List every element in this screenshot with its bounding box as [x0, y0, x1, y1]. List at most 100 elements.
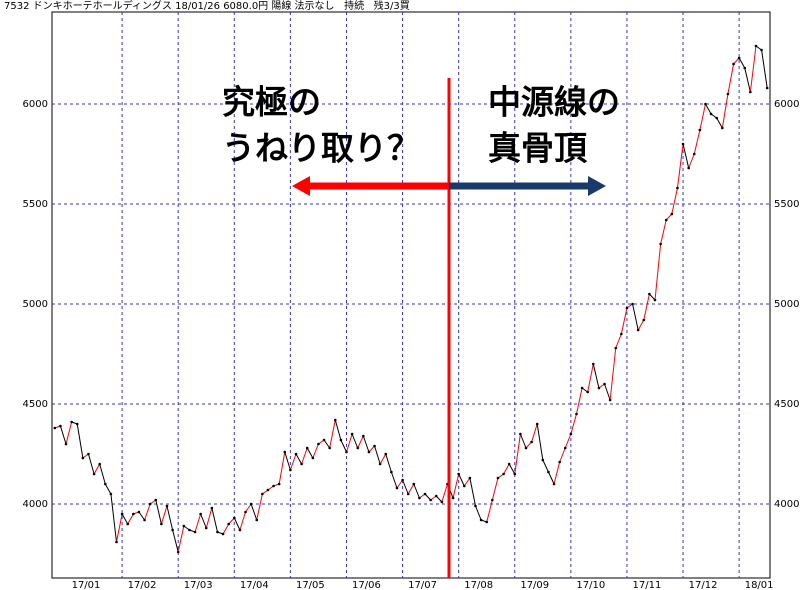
- price-point: [317, 442, 320, 446]
- price-segment: [334, 419, 342, 441]
- price-point: [103, 482, 107, 486]
- price-segment: [458, 473, 465, 487]
- price-point: [339, 438, 343, 442]
- price-segment: [721, 93, 729, 129]
- price-point: [126, 522, 130, 526]
- price-segment: [469, 477, 476, 507]
- price-point: [704, 102, 707, 106]
- price-point: [311, 456, 315, 460]
- price-point: [64, 442, 68, 446]
- price-point: [664, 218, 668, 222]
- price-point: [524, 446, 528, 450]
- price-point: [350, 432, 354, 436]
- price-point: [59, 424, 62, 428]
- price-point: [502, 472, 505, 476]
- x-tick-label: 17/10: [576, 580, 605, 590]
- x-tick-label: 17/05: [296, 580, 325, 590]
- price-point: [210, 506, 214, 510]
- price-segment: [632, 303, 639, 331]
- price-point: [597, 386, 601, 390]
- price-point: [765, 86, 769, 90]
- price-segment: [654, 243, 662, 301]
- price-segment: [284, 451, 291, 471]
- price-segment: [211, 507, 218, 533]
- price-point: [367, 450, 371, 454]
- price-point: [277, 482, 281, 486]
- price-point: [390, 470, 393, 474]
- price-segment: [289, 453, 297, 471]
- price-segment: [553, 461, 561, 485]
- price-point: [294, 452, 298, 456]
- price-segment: [519, 433, 527, 449]
- price-point: [92, 472, 96, 476]
- price-point: [653, 298, 657, 302]
- price-segment: [329, 419, 336, 449]
- price-segment: [245, 503, 252, 513]
- price-segment: [491, 477, 499, 501]
- price-segment: [357, 435, 364, 449]
- price-point: [406, 492, 410, 496]
- price-segment: [542, 459, 549, 473]
- price-point: [743, 66, 747, 70]
- price-segment: [340, 439, 347, 453]
- price-segment: [486, 499, 493, 523]
- price-point: [423, 492, 427, 496]
- price-point: [182, 524, 186, 528]
- price-point: [519, 432, 522, 436]
- price-point: [580, 386, 584, 390]
- price-point: [266, 488, 270, 492]
- price-point: [328, 446, 331, 450]
- price-segment: [407, 483, 415, 495]
- price-point: [513, 472, 517, 476]
- price-point: [451, 496, 455, 500]
- price-segment: [441, 483, 448, 503]
- price-segment: [379, 453, 387, 465]
- price-point: [681, 142, 685, 146]
- price-point: [485, 520, 489, 524]
- plot-frame: [51, 11, 771, 579]
- price-segment: [637, 319, 645, 331]
- price-segment: [649, 293, 656, 301]
- price-segment: [559, 447, 566, 463]
- price-point: [563, 446, 567, 450]
- price-point: [575, 412, 578, 416]
- price-segment: [727, 63, 735, 95]
- price-segment: [346, 433, 353, 453]
- price-segment: [564, 433, 572, 449]
- price-segment: [570, 413, 577, 435]
- price-point: [535, 422, 539, 426]
- price-point: [249, 502, 253, 506]
- price-segment: [351, 433, 359, 449]
- annotation-right: 中源線の: [488, 83, 620, 122]
- price-point: [507, 462, 511, 466]
- price-segment: [104, 483, 112, 495]
- price-segment: [160, 505, 168, 525]
- price-segment: [705, 103, 712, 115]
- price-point: [233, 516, 236, 520]
- x-tick-label: 17/07: [408, 580, 437, 590]
- price-point: [283, 450, 287, 454]
- y-tick-label: 4500: [23, 399, 48, 410]
- price-segment: [87, 453, 95, 475]
- price-point: [474, 504, 477, 508]
- price-segment: [744, 67, 751, 93]
- price-segment: [643, 293, 650, 321]
- price-segment: [256, 493, 263, 521]
- price-point: [462, 484, 466, 488]
- price-point: [552, 482, 556, 486]
- price-point: [109, 492, 113, 496]
- x-tick-label: 17/02: [128, 580, 157, 590]
- price-point: [726, 92, 730, 96]
- x-tick-label: 17/12: [689, 580, 718, 590]
- price-point: [137, 510, 141, 514]
- price-point: [636, 328, 640, 332]
- price-point: [289, 468, 292, 472]
- y-tick-label: 5000: [23, 299, 48, 310]
- price-point: [479, 518, 483, 522]
- price-point: [401, 478, 404, 482]
- price-point: [558, 460, 561, 464]
- price-segment: [615, 333, 622, 349]
- price-point: [429, 498, 432, 502]
- price-segment: [693, 129, 701, 155]
